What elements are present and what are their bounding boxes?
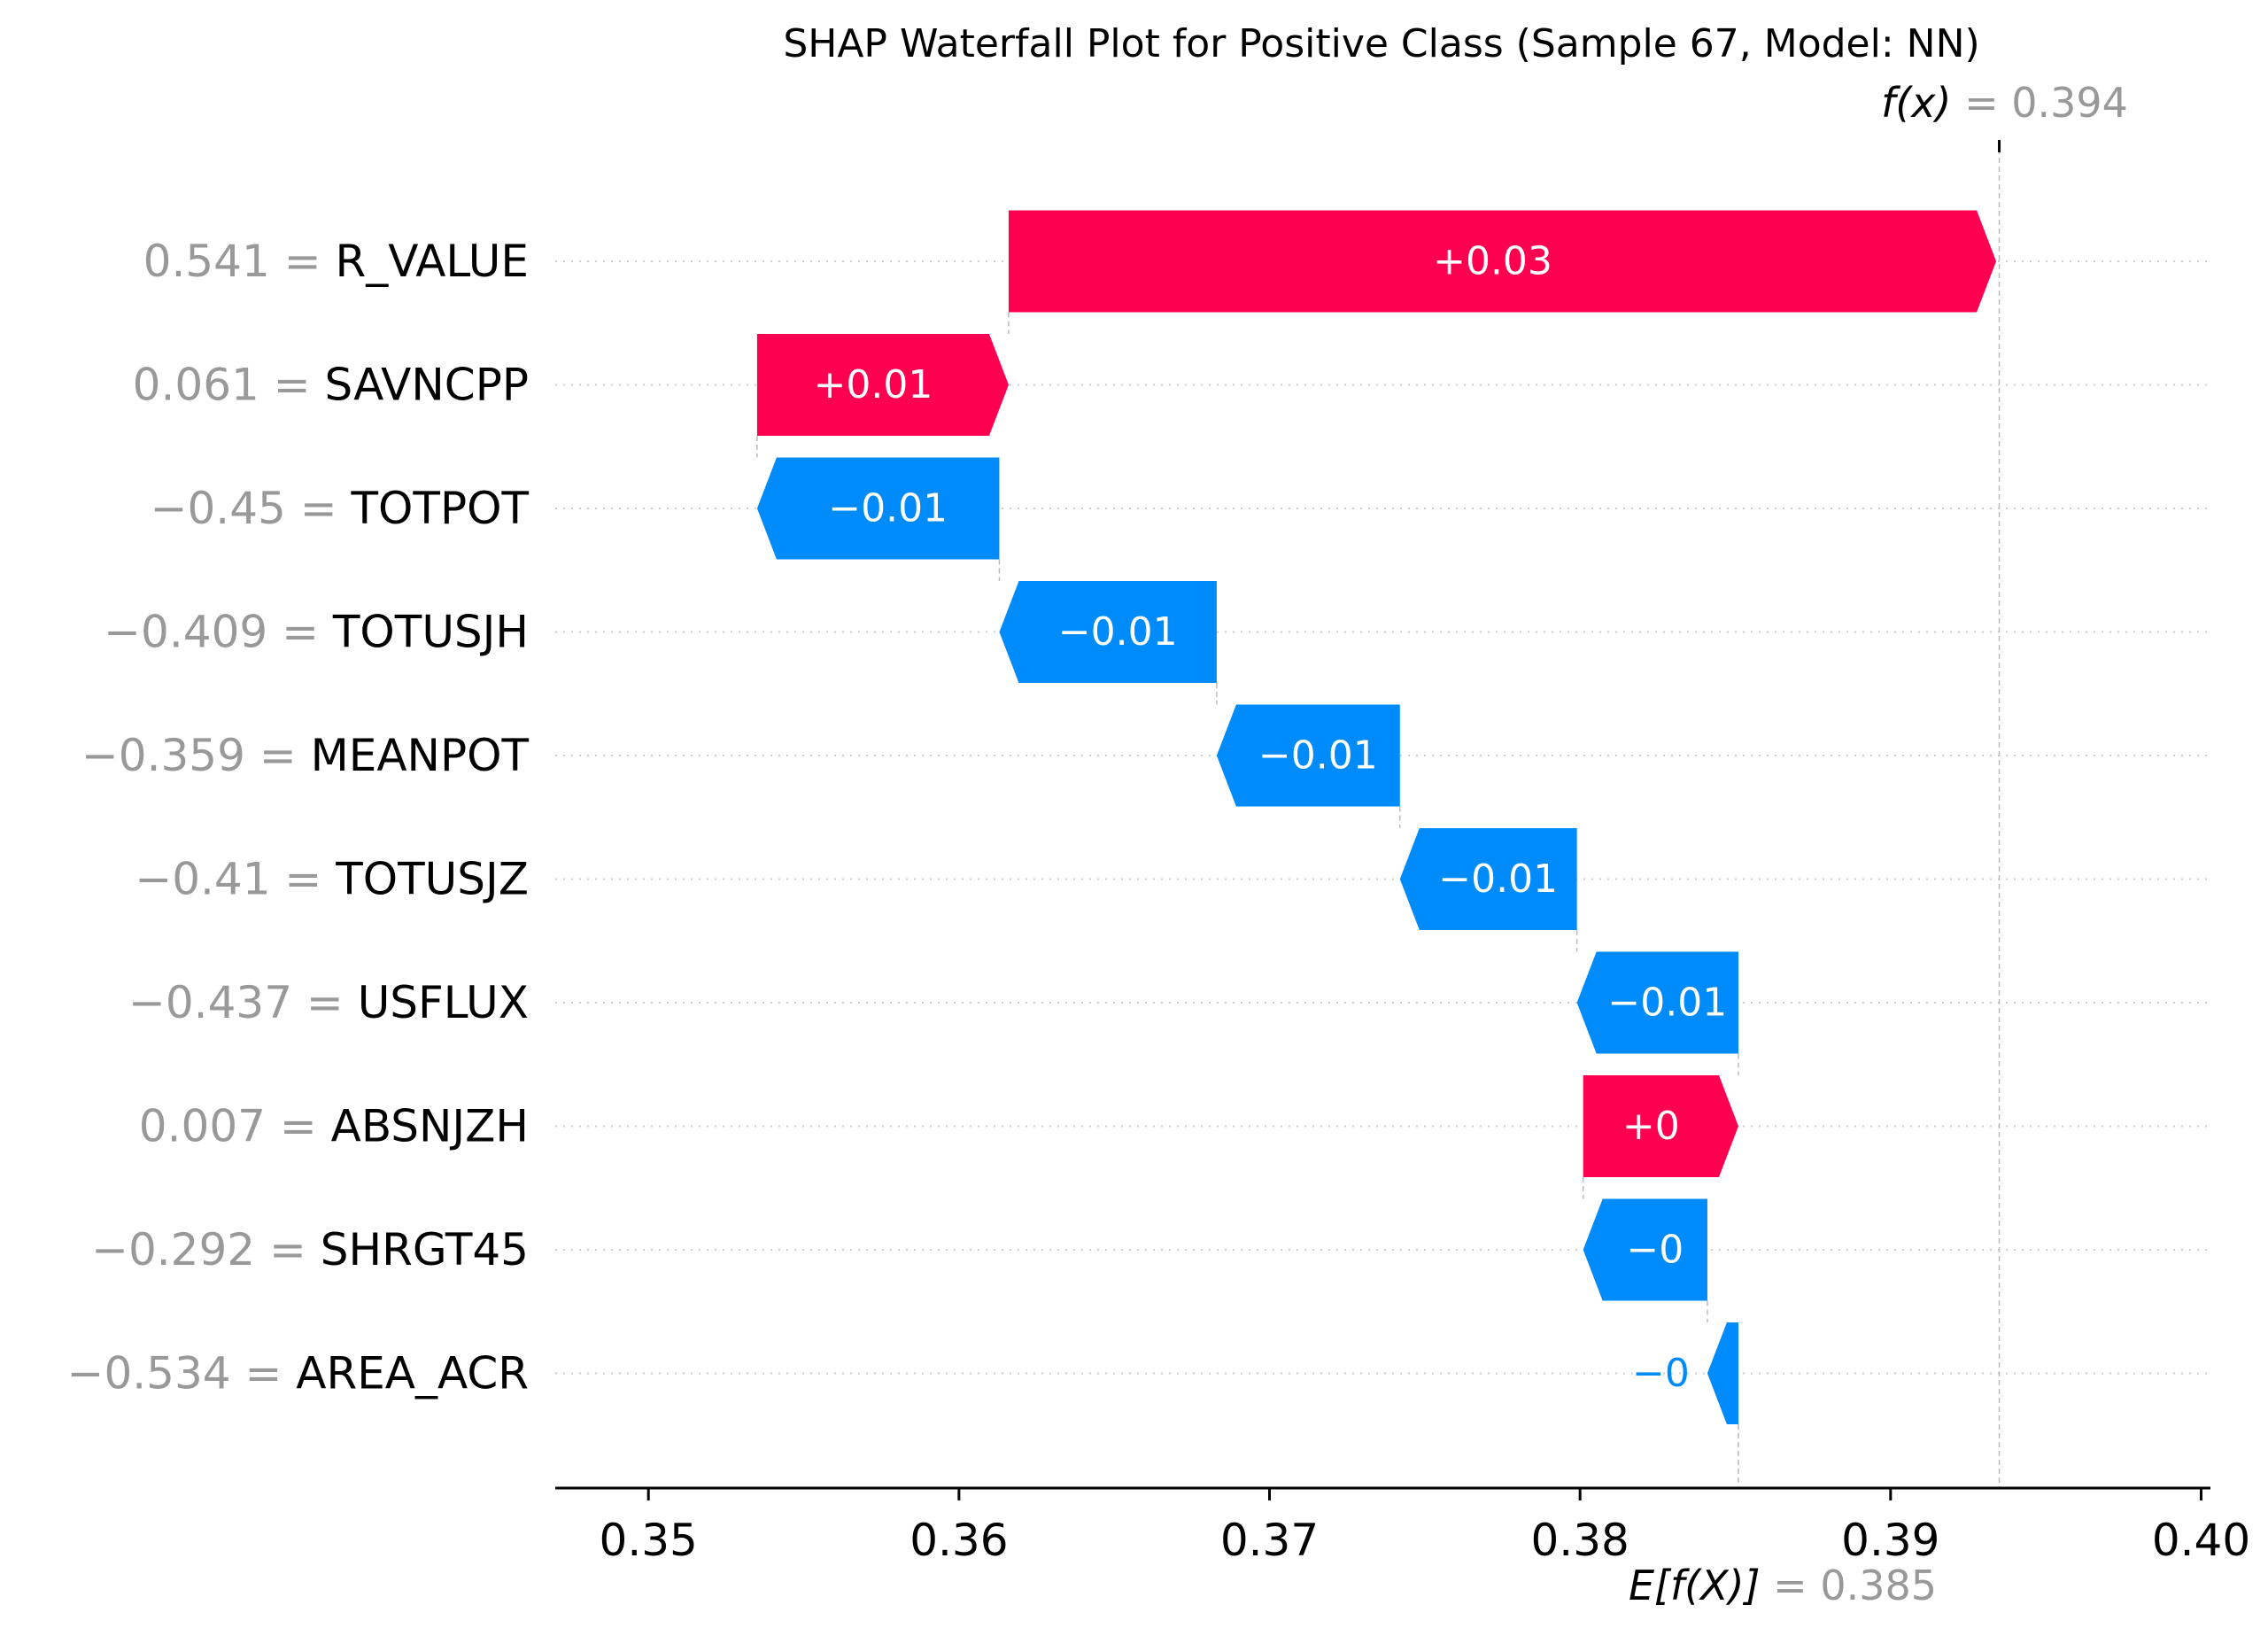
connector-lines <box>756 140 2001 1488</box>
bar-value-label: −0.01 <box>828 486 948 531</box>
feature-labels: 0.541 = R_VALUE 0.061 = SAVNCPP −0.45 = TO… <box>67 236 530 1399</box>
x-tick-label: 0.36 <box>910 1515 1008 1566</box>
x-tick-label: 0.40 <box>2152 1515 2250 1566</box>
reference-labels: f(x) = 0.394 E[f(X)] = 0.385 <box>1629 79 2128 1609</box>
feature-name: SAVNCPP <box>325 360 530 411</box>
waterfall-bar-meanpot <box>1216 704 1400 807</box>
waterfall-bars: +0.03 +0.01 −0.01 −0.01 −0.01 −0.01 −0.01 +0 −0 −… <box>756 210 1997 1424</box>
feature-label: 0.061 = SAVNCPP <box>133 360 529 411</box>
x-tick-label: 0.39 <box>1841 1515 1939 1566</box>
fx-name: f(x) <box>1881 79 1964 127</box>
feature-value: −0.45 = <box>151 483 352 534</box>
feature-label: −0.292 = SHRGT45 <box>91 1224 529 1275</box>
feature-label: −0.45 = TOTPOT <box>151 483 530 534</box>
bar-value-label: −0.01 <box>1058 609 1178 655</box>
feature-name: R_VALUE <box>335 236 529 287</box>
feature-name: AREA_ACR <box>296 1348 529 1399</box>
waterfall-bar-totpot <box>756 457 1000 560</box>
feature-name: ABSNJZH <box>331 1101 529 1152</box>
feature-label: −0.409 = TOTUSJH <box>104 607 529 658</box>
feature-label: 0.007 = ABSNJZH <box>139 1101 529 1152</box>
feature-value: 0.541 = <box>143 236 336 287</box>
feature-value: 0.007 = <box>139 1101 331 1152</box>
feature-name: SHRGT45 <box>321 1224 529 1275</box>
waterfall-bar-absnjzh <box>1583 1075 1739 1177</box>
bar-value-label: −0 <box>1626 1228 1684 1273</box>
feature-value: −0.359 = <box>81 730 311 781</box>
feature-label: 0.541 = R_VALUE <box>143 236 529 287</box>
feature-value: −0.292 = <box>91 1224 321 1275</box>
bar-value-label: +0 <box>1622 1104 1680 1149</box>
feature-name: MEANPOT <box>311 730 530 781</box>
waterfall-bar-r_value <box>1008 210 1997 313</box>
fx-label: f(x) = 0.394 <box>1881 79 2128 127</box>
x-tick-label: 0.37 <box>1220 1515 1319 1566</box>
feature-name: USFLUX <box>358 977 529 1028</box>
feature-name: TOTUSJH <box>332 607 529 658</box>
fx-value: = 0.394 <box>1964 79 2128 127</box>
feature-label: −0.359 = MEANPOT <box>81 730 530 781</box>
feature-value: −0.41 = <box>135 854 336 905</box>
waterfall-bar-area_acr <box>1707 1322 1739 1424</box>
bar-value-label: −0 <box>1632 1351 1690 1396</box>
x-tick-label: 0.38 <box>1531 1515 1629 1566</box>
feature-label: −0.534 = AREA_ACR <box>67 1348 529 1399</box>
bar-value-label: −0.01 <box>1607 981 1727 1026</box>
feature-label: −0.437 = USFLUX <box>128 977 529 1028</box>
feature-value: 0.061 = <box>133 360 325 411</box>
bar-value-label: +0.01 <box>814 362 933 407</box>
bar-value-label: −0.01 <box>1258 733 1378 779</box>
feature-label: −0.41 = TOTUSJZ <box>135 854 529 905</box>
waterfall-bar-usflux <box>1576 951 1739 1054</box>
waterfall-bar-shrgt45 <box>1583 1198 1707 1301</box>
bar-value-label: +0.03 <box>1433 239 1552 284</box>
efx-label: E[f(X)] = 0.385 <box>1629 1562 1937 1609</box>
efx-name: E[f(X)] <box>1629 1562 1773 1609</box>
feature-value: −0.534 = <box>67 1348 297 1399</box>
chart-title: SHAP Waterfall Plot for Positive Class (… <box>783 21 1979 66</box>
feature-value: −0.437 = <box>128 977 358 1028</box>
feature-value: −0.409 = <box>104 607 333 658</box>
waterfall-bar-savncpp <box>756 334 1009 436</box>
x-axis: 0.35 0.36 0.37 0.38 0.39 0.40 <box>555 1486 2250 1566</box>
waterfall-bar-totusjh <box>999 581 1217 683</box>
efx-value: = 0.385 <box>1773 1562 1937 1609</box>
bar-value-label: −0.01 <box>1438 857 1558 902</box>
waterfall-bar-totusjz <box>1399 828 1577 930</box>
feature-name: TOTPOT <box>351 483 530 534</box>
x-tick-label: 0.35 <box>600 1515 698 1566</box>
feature-name: TOTUSJZ <box>335 854 529 905</box>
